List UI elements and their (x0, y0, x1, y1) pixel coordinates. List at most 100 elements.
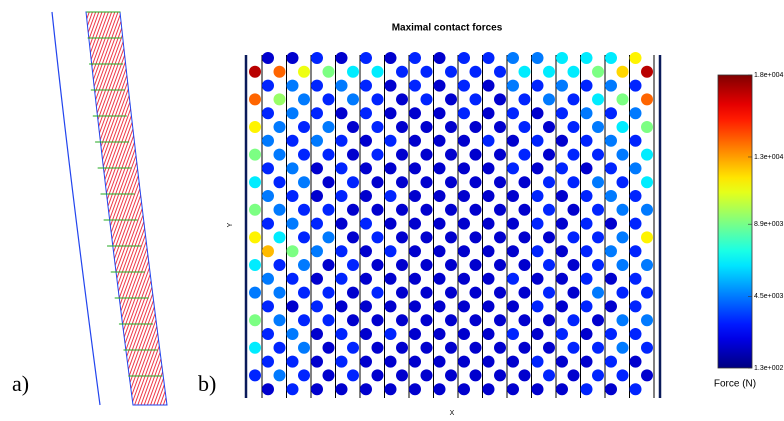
contact-dot (605, 217, 617, 230)
contact-dot (494, 259, 506, 271)
contact-dot (494, 369, 506, 382)
contact-dot (556, 162, 568, 175)
contact-dot (262, 134, 274, 147)
contact-dot (556, 107, 568, 120)
contact-dot (458, 107, 470, 120)
contact-dot (360, 162, 372, 175)
contact-dot (433, 217, 446, 230)
contact-dot (360, 328, 372, 340)
contact-dot (556, 272, 568, 285)
contact-dot (556, 355, 568, 368)
contact-dot (482, 217, 495, 230)
contact-dot (543, 148, 555, 161)
contact-dot (531, 52, 544, 64)
contact-dot (420, 231, 433, 244)
contact-dot (420, 121, 433, 133)
contact-dot (556, 79, 568, 92)
contact-dot (482, 107, 495, 120)
contact-dot (629, 162, 642, 175)
contact-dot (409, 355, 421, 368)
contact-dot (360, 355, 372, 368)
contact-dot (482, 52, 495, 64)
contact-dot (445, 203, 457, 216)
hatched-band (85, 11, 168, 406)
contact-dot (458, 217, 470, 230)
contact-dot (482, 79, 495, 92)
contact-dot (262, 162, 274, 175)
contact-dot (298, 286, 310, 299)
contact-dot (273, 314, 286, 327)
contact-dot (641, 259, 653, 271)
contact-dot (469, 259, 482, 271)
contact-dot (420, 286, 433, 299)
contact-dot (641, 203, 653, 216)
contact-dot (249, 286, 261, 299)
contact-dot (286, 245, 299, 258)
contact-dot (360, 383, 372, 396)
contact-dot (322, 148, 335, 161)
contact-dot (311, 107, 323, 120)
contact-dot (469, 341, 482, 354)
contact-dot (567, 341, 580, 354)
contact-dot (273, 176, 286, 189)
contact-dot (531, 272, 544, 285)
contact-dot (567, 231, 580, 244)
contact-dot (531, 217, 544, 230)
contact-dot (433, 52, 446, 64)
contact-dot (347, 176, 359, 189)
contact-dot (518, 369, 531, 382)
contact-dot (543, 341, 555, 354)
contact-dot (616, 148, 629, 161)
contact-dot (420, 341, 433, 354)
contact-dot (371, 314, 384, 327)
contact-dot (507, 190, 519, 202)
contact-dot (298, 341, 310, 354)
contact-dot (469, 203, 482, 216)
contact-dot (641, 341, 653, 354)
contact-dot (335, 190, 348, 202)
contact-dot (445, 148, 457, 161)
contact-dot (641, 286, 653, 299)
contact-dot (445, 176, 457, 189)
contact-dot (580, 355, 593, 368)
contact-dot (420, 369, 433, 382)
contact-dot (507, 162, 519, 175)
contact-dot (420, 203, 433, 216)
contact-dot (641, 121, 653, 133)
colorbar (717, 74, 753, 369)
contact-dot (629, 355, 642, 368)
contact-dot (518, 314, 531, 327)
contact-dot (641, 65, 653, 78)
contact-dot (298, 203, 310, 216)
contact-dot (286, 355, 299, 368)
contact-dot (298, 369, 310, 382)
contact-dot (409, 300, 421, 313)
contact-dot (347, 203, 359, 216)
contact-dot (556, 217, 568, 230)
contact-dot (311, 245, 323, 258)
contact-dot (592, 148, 604, 161)
contact-dot (262, 383, 274, 396)
contact-dot (567, 314, 580, 327)
blue-curve (51, 11, 101, 406)
y-axis-label: Y (227, 222, 234, 227)
contact-dot (311, 162, 323, 175)
contact-dot (286, 107, 299, 120)
contact-dot (384, 355, 397, 368)
contact-dot (433, 328, 446, 340)
contact-dot (360, 272, 372, 285)
contact-dot (433, 107, 446, 120)
contact-dot (249, 369, 261, 382)
contact-dot (518, 121, 531, 133)
contact-dot (458, 355, 470, 368)
contact-dot (384, 245, 397, 258)
contact-dot (580, 383, 593, 396)
contact-dot (629, 272, 642, 285)
contact-dot (384, 272, 397, 285)
contact-dot (298, 259, 310, 271)
contact-dot (507, 134, 519, 147)
contact-dot (641, 231, 653, 244)
contact-dot (507, 300, 519, 313)
contact-dot (371, 121, 384, 133)
contact-dot (629, 217, 642, 230)
